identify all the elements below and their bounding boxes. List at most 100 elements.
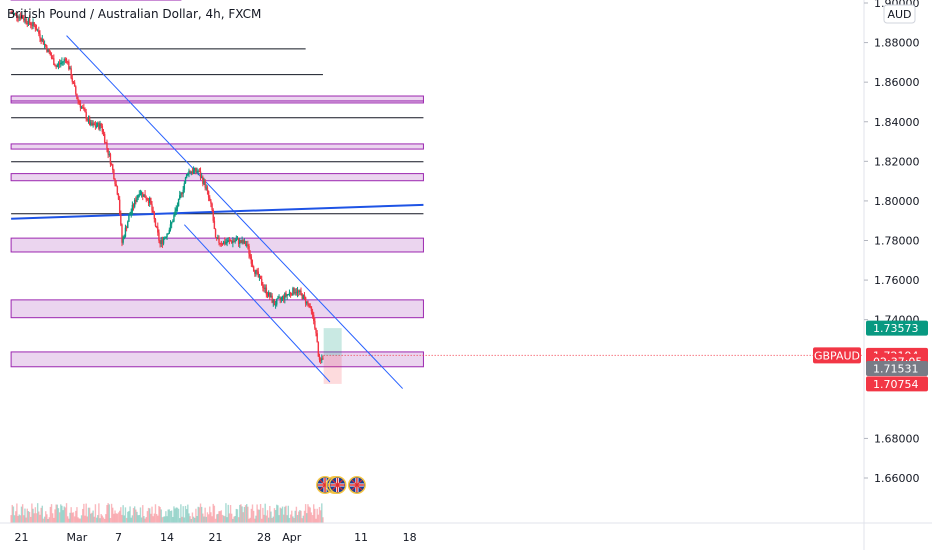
volume-bar [165, 511, 167, 523]
candlestick [25, 17, 27, 25]
volume-bar [136, 511, 138, 523]
volume-bar [265, 515, 268, 523]
candle-body [183, 183, 186, 190]
volume-bar [155, 513, 158, 523]
volume-bar [123, 515, 125, 523]
candlestick [175, 205, 177, 216]
volume-bar [224, 516, 226, 523]
volume-bar [144, 518, 146, 523]
volume-bar [319, 510, 322, 523]
volume-bar [103, 518, 106, 523]
volume-bar [93, 516, 95, 523]
candle-body [304, 297, 307, 304]
volume-bar [64, 507, 67, 523]
candle-body [189, 170, 191, 173]
resistance-zone [10, 95, 424, 102]
candlestick [137, 194, 139, 201]
volume-bar [131, 515, 134, 523]
volume-bar [195, 508, 197, 523]
candlestick [77, 96, 79, 105]
time-axis[interactable]: 21 Mar 7 14 21 28 Apr 11 18 [0, 522, 932, 544]
symbol-label-badge[interactable] [813, 347, 861, 364]
volume-bar [88, 507, 91, 523]
candlestick [204, 178, 206, 191]
candlestick [227, 237, 229, 243]
volume-bar [38, 511, 40, 523]
candle-body [155, 225, 158, 227]
currency-badge[interactable] [883, 4, 916, 24]
volume-bar [11, 504, 13, 523]
volume-bar [202, 513, 204, 523]
volume-bar [273, 508, 276, 523]
candlestick [71, 74, 74, 85]
candle-body [246, 244, 248, 246]
candlestick [10, 10, 12, 14]
candle-body [318, 356, 321, 360]
volume-bar [287, 505, 290, 523]
stop-loss-zone[interactable] [323, 355, 342, 384]
candle-body [137, 194, 139, 198]
candle-body [274, 304, 277, 306]
volume-bar [197, 506, 199, 523]
candlestick [121, 223, 123, 247]
candle-body [254, 271, 256, 274]
candlestick [106, 139, 108, 153]
candlestick [167, 232, 169, 235]
volume-bar [158, 505, 160, 523]
volume-bar [236, 509, 239, 523]
candle-body [61, 61, 63, 63]
economic-events[interactable] [316, 476, 366, 494]
candlestick [67, 60, 69, 65]
price-axis[interactable]: 1.900001.880001.860001.840001.820001.800… [813, 0, 928, 550]
candlestick [124, 224, 127, 238]
candlestick [279, 296, 281, 304]
candle-body [257, 271, 259, 277]
candle-body [248, 245, 250, 255]
volume-bar [209, 506, 211, 523]
candle-body [143, 194, 145, 197]
uk-flag-icon[interactable] [347, 476, 366, 494]
candlestick [206, 185, 209, 195]
volume-bar [57, 508, 60, 523]
candle-body [82, 106, 84, 108]
candle-body [287, 294, 290, 296]
candlestick [225, 238, 227, 245]
candle-body [123, 236, 125, 238]
volume-bar [267, 517, 270, 523]
candlestick [87, 115, 90, 124]
position-tool[interactable] [323, 328, 342, 384]
candle-body [226, 241, 228, 243]
candlestick [18, 14, 20, 22]
profit-target-zone[interactable] [323, 328, 342, 356]
candlestick [151, 201, 153, 214]
candlestick [299, 289, 301, 295]
candlestick [152, 206, 154, 214]
volume-bar [164, 516, 166, 523]
candlestick [174, 207, 176, 217]
volume-bar [99, 518, 101, 523]
candlestick [190, 170, 192, 176]
volume-bar [15, 511, 17, 523]
candlestick [191, 167, 194, 175]
candle-body [142, 192, 144, 197]
candlestick [196, 167, 198, 173]
candlestick [34, 23, 37, 32]
volume-bar [90, 513, 92, 523]
resistance-zone [10, 143, 424, 150]
uk-flag-icon[interactable] [328, 476, 347, 494]
candlestick [28, 14, 31, 26]
candlestick [166, 233, 168, 240]
candlestick [270, 292, 272, 298]
candle-body [152, 210, 154, 213]
volume-bar [30, 516, 32, 523]
volume-bar [27, 511, 30, 523]
candlestick [301, 293, 303, 300]
candlestick [187, 172, 189, 176]
candlestick [116, 185, 119, 196]
volume-bar [200, 506, 203, 523]
candlestick [139, 189, 142, 196]
volume-bar [226, 517, 228, 523]
candlestick [102, 129, 105, 137]
volume-bar [122, 505, 124, 523]
